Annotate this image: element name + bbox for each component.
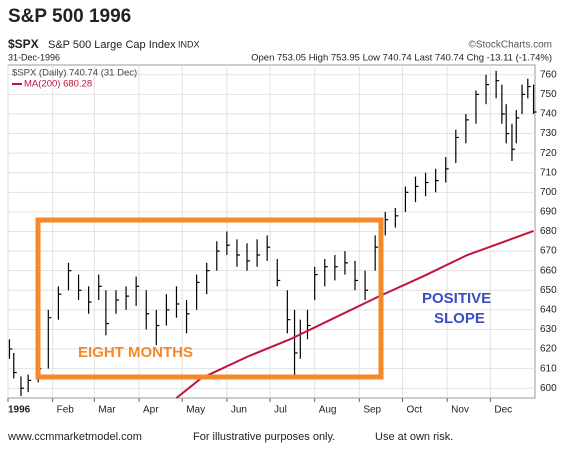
- x-tick-label: 1996: [8, 405, 31, 416]
- x-tick-label: Sep: [363, 405, 381, 416]
- y-tick-label: 760: [540, 69, 557, 80]
- y-tick-label: 740: [540, 109, 557, 120]
- y-tick-label: 650: [540, 285, 557, 296]
- x-tick-label: Apr: [143, 405, 159, 416]
- symbol: $SPX: [8, 37, 39, 51]
- plot-area: 600 610 620 630 640 650 660 670 680 690 700 710 720 7…: [7, 65, 557, 416]
- legend-entry: MA(200) 680.28: [24, 79, 92, 90]
- x-tick-label: May: [186, 405, 205, 416]
- legend-entry: $SPX (Daily) 740.74 (31 Dec): [12, 68, 137, 79]
- x-tick-label: Mar: [98, 405, 116, 416]
- y-tick-label: 690: [540, 207, 557, 218]
- x-tick-label: Jul: [274, 405, 287, 416]
- y-tick-label: 620: [540, 344, 557, 355]
- y-tick-label: 660: [540, 265, 557, 276]
- footer: www.ccmmarketmodel.com: [7, 431, 142, 443]
- y-tick-label: 720: [540, 148, 557, 159]
- y-tick-label: 600: [540, 383, 557, 394]
- exchange: INDX: [178, 39, 200, 49]
- slope-label: SLOPE: [434, 310, 485, 327]
- chart-title: S&P 500 1996: [8, 6, 131, 27]
- y-tick-label: 680: [540, 226, 557, 237]
- x-tick-label: Jun: [231, 405, 247, 416]
- x-tick-label: Nov: [451, 405, 469, 416]
- footer: Use at own risk.: [375, 431, 453, 443]
- y-tick-label: 730: [540, 128, 557, 139]
- stats: Open 753.05 High 753.95 Low 740.74 Last …: [251, 53, 552, 64]
- index-name: S&P 500 Large Cap Index: [48, 39, 176, 51]
- box-label: EIGHT MONTHS: [78, 344, 193, 361]
- y-tick-label: 710: [540, 167, 557, 178]
- x-tick-label: Dec: [494, 405, 512, 416]
- credit: ©StockCharts.com: [468, 40, 552, 51]
- y-tick-label: 750: [540, 89, 557, 100]
- x-tick-label: Aug: [319, 405, 337, 416]
- slope-label: POSITIVE: [422, 290, 491, 307]
- annotation-box: [35, 217, 384, 380]
- x-tick-label: Oct: [407, 405, 423, 416]
- footer: For illustrative purposes only.: [193, 431, 335, 443]
- x-tick-label: Feb: [57, 405, 75, 416]
- moving-average: [175, 230, 534, 399]
- date: 31-Dec-1996: [8, 52, 60, 62]
- y-tick-label: 700: [540, 187, 557, 198]
- y-tick-label: 670: [540, 246, 557, 257]
- y-tick-label: 610: [540, 363, 557, 374]
- y-tick-label: 630: [540, 324, 557, 335]
- y-tick-label: 640: [540, 304, 557, 315]
